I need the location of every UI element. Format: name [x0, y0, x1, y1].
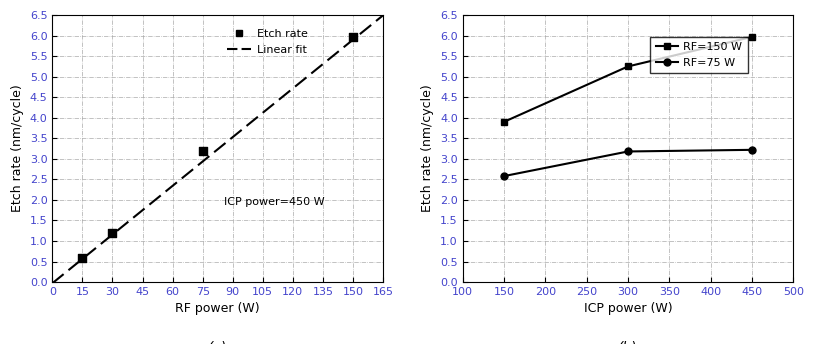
- X-axis label: RF power (W): RF power (W): [175, 302, 260, 315]
- Legend: RF=150 W, RF=75 W: RF=150 W, RF=75 W: [650, 37, 748, 73]
- Text: (a): (a): [208, 341, 227, 344]
- Line: RF=150 W: RF=150 W: [500, 33, 756, 125]
- Point: [106, 230, 119, 236]
- Text: (b): (b): [619, 341, 637, 344]
- Line: RF=75 W: RF=75 W: [500, 146, 756, 180]
- RF=75 W: [499, 174, 509, 178]
- RF=150 W: [747, 35, 757, 39]
- Point: [76, 256, 89, 261]
- Point: [196, 148, 209, 153]
- Y-axis label: Etch rate (nm/cycle): Etch rate (nm/cycle): [11, 85, 24, 213]
- RF=150 W: [623, 64, 633, 68]
- Legend: Etch rate, Linear fit: Etch rate, Linear fit: [223, 26, 311, 58]
- RF=150 W: [499, 120, 509, 124]
- Point: [346, 34, 359, 40]
- Y-axis label: Etch rate (nm/cycle): Etch rate (nm/cycle): [421, 85, 434, 213]
- X-axis label: ICP power (W): ICP power (W): [584, 302, 672, 315]
- RF=75 W: [623, 149, 633, 153]
- RF=75 W: [747, 148, 757, 152]
- Text: ICP power=450 W: ICP power=450 W: [224, 197, 325, 207]
